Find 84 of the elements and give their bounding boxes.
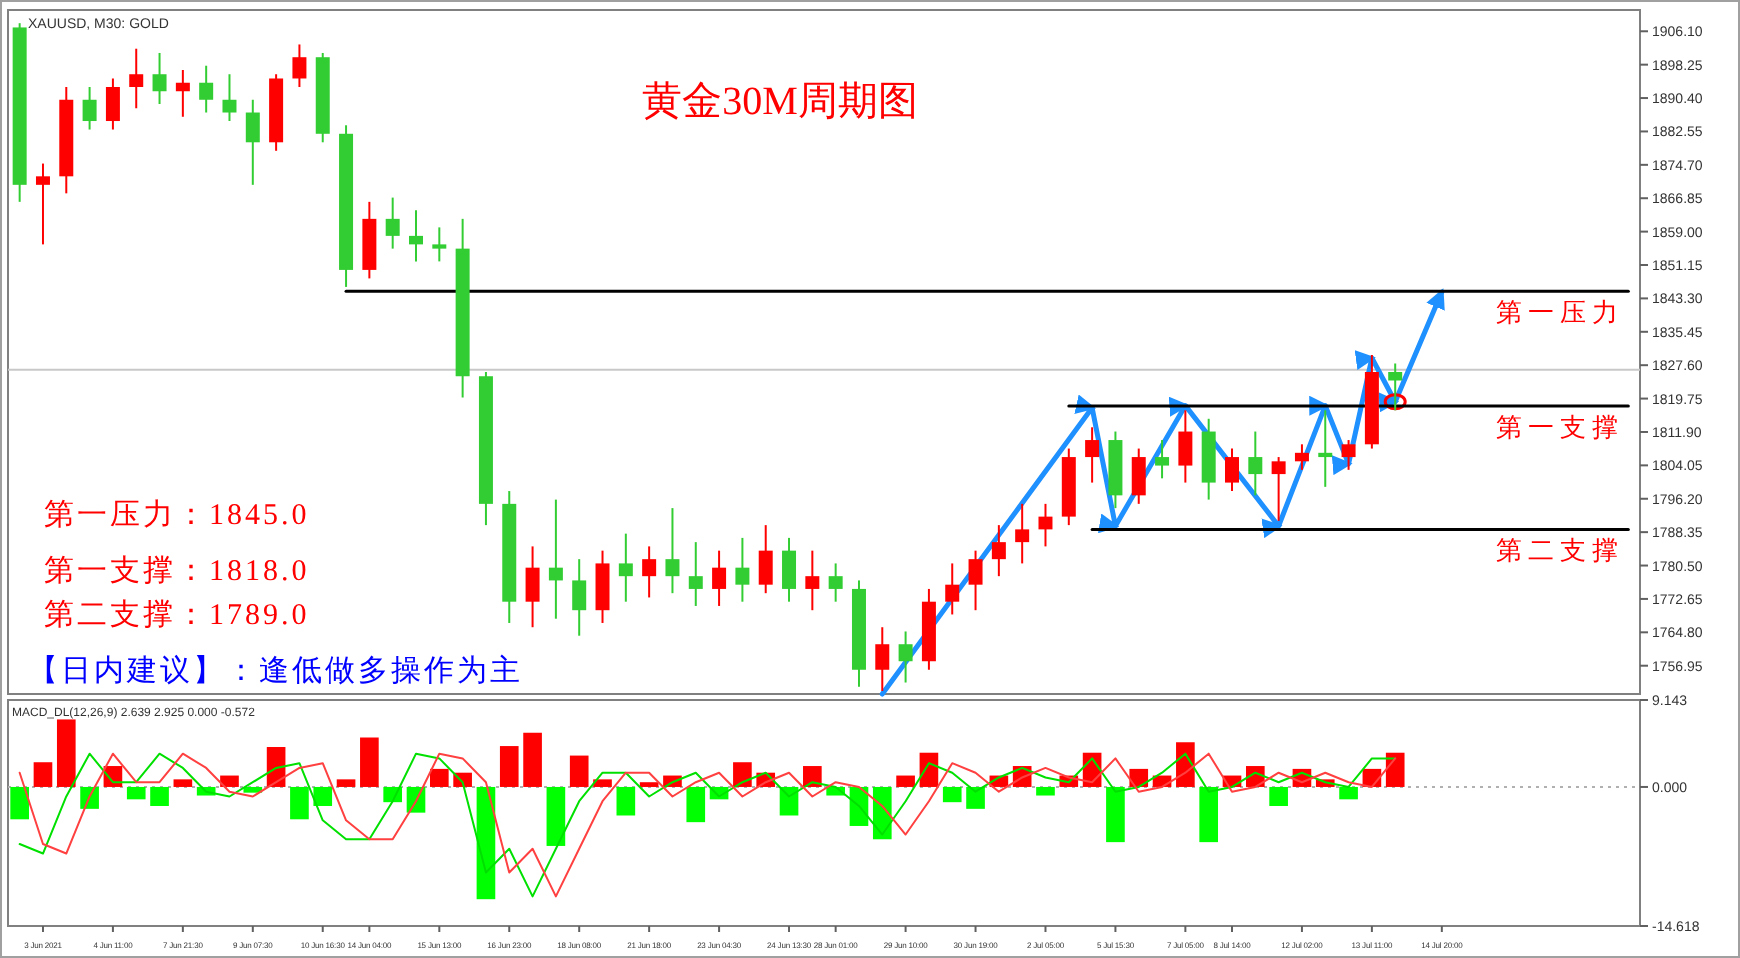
candlestick (828, 562, 843, 603)
bar (1106, 786, 1125, 843)
bar (942, 786, 962, 803)
annotation: 【日内建议】：逢低做多操作为主 (28, 654, 523, 688)
candlestick (525, 545, 540, 629)
candlestick (758, 524, 773, 595)
bar (546, 786, 566, 846)
bar (1385, 752, 1405, 787)
candlestick (199, 64, 214, 114)
candlestick (35, 162, 50, 246)
candlestick (1131, 447, 1146, 505)
candlestick (222, 73, 237, 123)
candlestick (618, 532, 633, 603)
candlestick (1271, 456, 1286, 522)
candlestick (735, 536, 750, 603)
bar (1339, 786, 1358, 800)
annotation: 第一支撑：1818.0 (44, 554, 310, 588)
candlestick (1038, 502, 1053, 548)
bar (803, 766, 822, 787)
candlestick (712, 549, 727, 607)
bar (360, 737, 379, 787)
candlestick (129, 47, 144, 110)
candlestick (875, 626, 890, 693)
candlestick (432, 226, 447, 263)
candlestick (1155, 439, 1170, 480)
bar (173, 779, 193, 787)
candlestick (1248, 430, 1263, 497)
candlestick (898, 630, 913, 684)
bar (290, 786, 309, 820)
candlestick (385, 196, 400, 250)
candlestick (1318, 409, 1333, 488)
series-label: 第一支撑 (1496, 412, 1625, 443)
candlestick (1225, 447, 1239, 493)
bar (616, 786, 636, 816)
candlestick (175, 68, 190, 118)
candlestick (1341, 439, 1356, 471)
candlestick (688, 541, 703, 607)
series-label: 第一压力 (1496, 297, 1625, 328)
candlestick (595, 549, 610, 624)
candlestick (805, 549, 820, 612)
bar (1269, 786, 1288, 806)
bar (56, 719, 76, 787)
bar (499, 746, 519, 787)
series-label: 第二支撑 (1496, 535, 1625, 566)
bar (686, 786, 706, 823)
candlestick (1085, 426, 1100, 484)
candlestick (572, 558, 587, 637)
annotation: 第一压力：1845.0 (44, 498, 310, 532)
candlestick (292, 43, 307, 88)
bar (33, 762, 53, 787)
bar (896, 775, 915, 787)
bar (10, 786, 29, 820)
candlestick (82, 85, 97, 131)
candlestick (1178, 409, 1193, 484)
bar (429, 768, 449, 787)
bar (1036, 786, 1055, 796)
candlestick (152, 51, 167, 106)
bar (220, 775, 239, 787)
candlestick (665, 507, 680, 595)
bar (126, 786, 146, 800)
candlestick (642, 545, 657, 599)
bar (593, 779, 612, 787)
candlestick (105, 77, 120, 131)
candlestick (782, 536, 797, 603)
bar (1199, 786, 1219, 843)
candlestick (945, 562, 960, 616)
bar (966, 786, 985, 809)
bar (313, 786, 333, 806)
candlestick (1388, 362, 1403, 412)
bar (569, 755, 589, 787)
candlestick (409, 209, 423, 263)
bar (150, 786, 169, 806)
candlestick (968, 549, 983, 612)
line-series (18, 752, 1397, 898)
bar (733, 762, 752, 787)
candlestick (1015, 502, 1030, 565)
candlestick (1294, 443, 1309, 471)
bar (336, 779, 356, 787)
text: 黄金30M周期图 (642, 80, 918, 124)
candlestick (548, 498, 563, 620)
candlestick (245, 98, 260, 186)
annotation: 第二支撑：1789.0 (44, 598, 310, 632)
bar (523, 732, 542, 787)
candlestick (991, 524, 1006, 578)
